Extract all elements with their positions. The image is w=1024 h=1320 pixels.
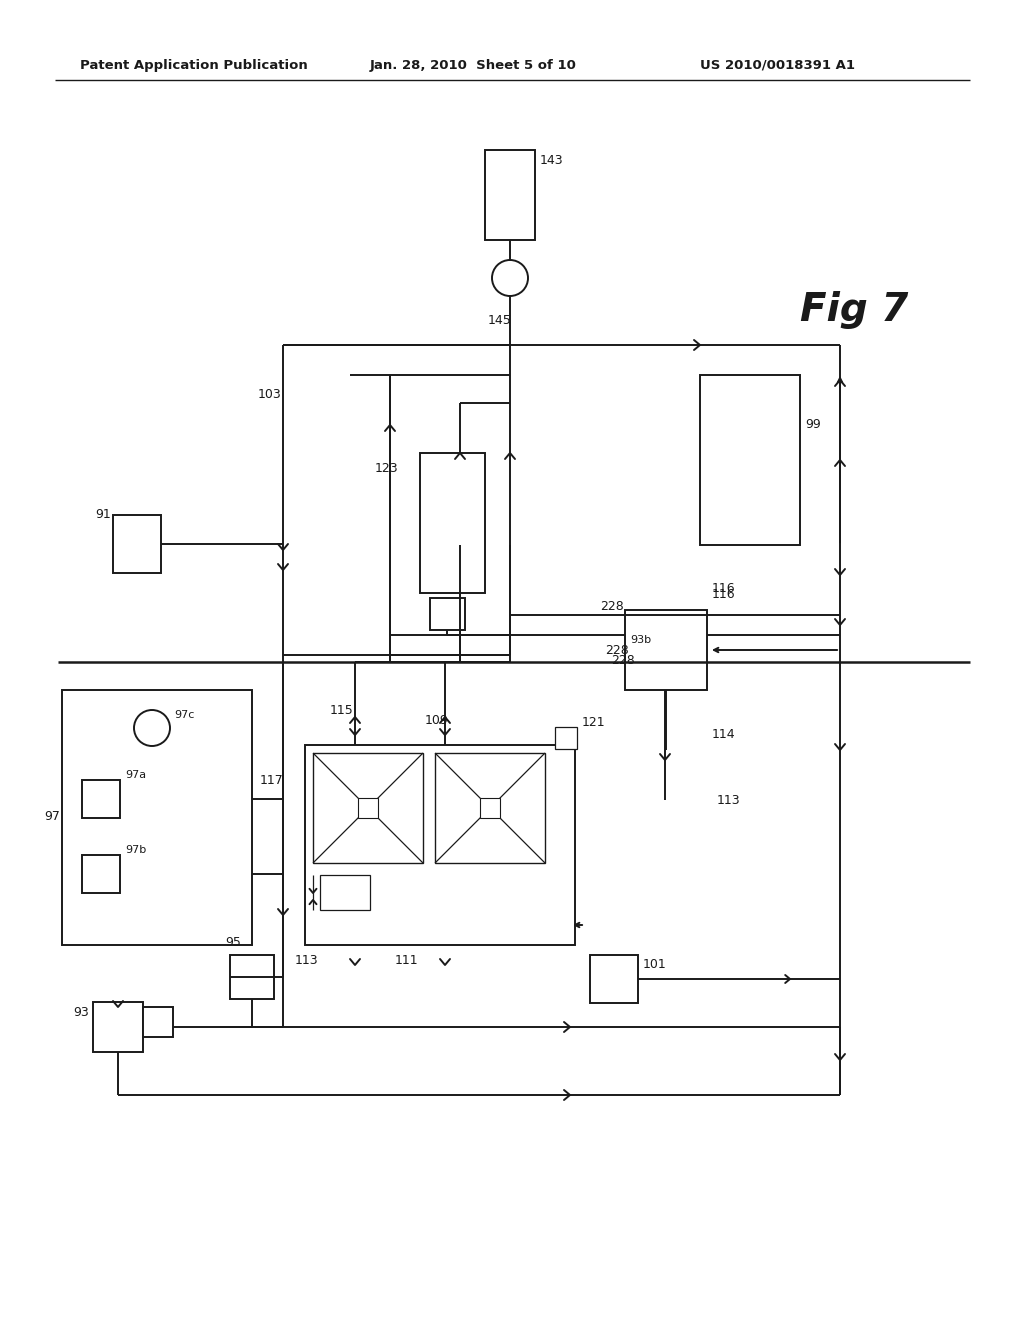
- Text: 113: 113: [295, 953, 318, 966]
- Text: 99: 99: [805, 418, 821, 432]
- Text: 109: 109: [425, 714, 449, 726]
- Bar: [319, 875, 370, 909]
- Text: 115: 115: [330, 704, 353, 717]
- Bar: [358, 799, 378, 818]
- Text: 93b: 93b: [630, 635, 651, 645]
- Bar: [430, 598, 465, 630]
- Bar: [700, 375, 800, 545]
- Text: 91: 91: [95, 508, 111, 521]
- Text: 113: 113: [717, 793, 740, 807]
- Bar: [313, 752, 423, 863]
- Bar: [113, 515, 161, 573]
- Text: Patent Application Publication: Patent Application Publication: [80, 58, 308, 71]
- Bar: [435, 752, 545, 863]
- Text: 121: 121: [582, 715, 605, 729]
- Bar: [555, 727, 577, 748]
- Bar: [93, 1002, 143, 1052]
- Text: 228: 228: [600, 601, 624, 614]
- Text: 143: 143: [540, 153, 563, 166]
- Text: 123: 123: [375, 462, 398, 474]
- Text: 93: 93: [73, 1006, 89, 1019]
- Text: 116: 116: [712, 589, 735, 602]
- Text: 111: 111: [395, 953, 419, 966]
- Text: 228: 228: [605, 644, 629, 656]
- Circle shape: [134, 710, 170, 746]
- Bar: [82, 855, 120, 894]
- Text: 97a: 97a: [125, 770, 146, 780]
- Circle shape: [492, 260, 528, 296]
- Text: Fig 7: Fig 7: [800, 290, 908, 329]
- Text: 228: 228: [611, 653, 635, 667]
- Bar: [62, 690, 252, 945]
- Bar: [82, 780, 120, 818]
- Bar: [143, 1007, 173, 1038]
- Bar: [485, 150, 535, 240]
- Text: Jan. 28, 2010  Sheet 5 of 10: Jan. 28, 2010 Sheet 5 of 10: [370, 58, 577, 71]
- Text: 145: 145: [488, 314, 512, 326]
- Bar: [625, 610, 707, 690]
- Bar: [590, 954, 638, 1003]
- Text: 117: 117: [260, 774, 284, 787]
- Text: 103: 103: [258, 388, 282, 401]
- Text: 97: 97: [44, 810, 59, 824]
- Bar: [420, 453, 485, 593]
- Bar: [305, 744, 575, 945]
- Bar: [480, 799, 500, 818]
- Text: 97b: 97b: [125, 845, 146, 855]
- Text: 95: 95: [225, 936, 241, 949]
- Bar: [230, 954, 274, 999]
- Text: 97c: 97c: [174, 710, 195, 719]
- Text: 101: 101: [643, 958, 667, 972]
- Text: 114: 114: [712, 729, 735, 742]
- Text: 116: 116: [712, 582, 735, 594]
- Text: US 2010/0018391 A1: US 2010/0018391 A1: [700, 58, 855, 71]
